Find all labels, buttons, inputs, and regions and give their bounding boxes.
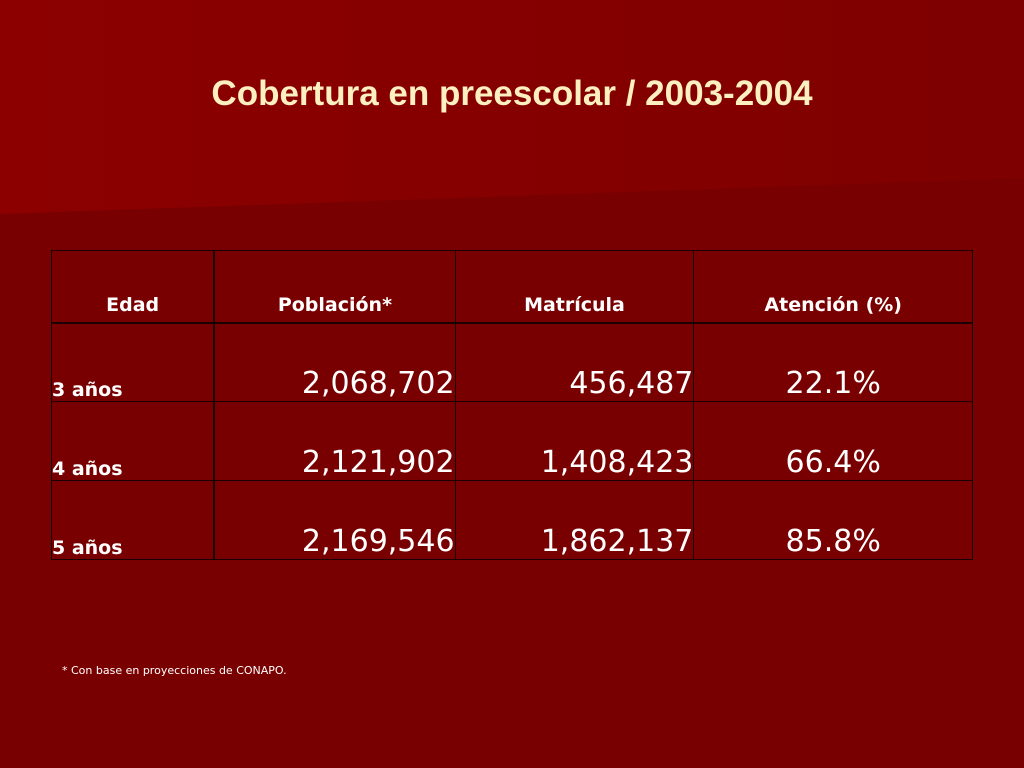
header-band — [0, 0, 1024, 214]
cell-matricula: 456,487 — [454, 322, 695, 402]
table-row: 4 años 2,121,902 1,408,423 66.4% — [51, 401, 973, 481]
cell-atencion: 85.8% — [693, 480, 973, 560]
header-edad: Edad — [51, 250, 216, 323]
header-atencion: Atención (%) — [693, 250, 973, 323]
cell-poblacion: 2,068,702 — [213, 322, 456, 402]
table-header-row: Edad Población* Matrícula Atención (%) — [51, 250, 973, 323]
cell-poblacion: 2,169,546 — [213, 480, 456, 560]
coverage-table: Edad Población* Matrícula Atención (%) 3… — [51, 250, 973, 560]
cell-atencion: 22.1% — [693, 322, 973, 402]
slide-title: Cobertura en preescolar / 2003-2004 — [211, 74, 813, 113]
cell-matricula: 1,408,423 — [454, 401, 695, 481]
table-row: 3 años 2,068,702 456,487 22.1% — [51, 322, 973, 402]
cell-poblacion: 2,121,902 — [213, 401, 456, 481]
cell-edad: 3 años — [51, 322, 216, 402]
footnote: * Con base en proyecciones de CONAPO. — [62, 664, 287, 677]
cell-atencion: 66.4% — [693, 401, 973, 481]
header-poblacion: Población* — [213, 250, 456, 323]
table-row: 5 años 2,169,546 1,862,137 85.8% — [51, 480, 973, 560]
header-matricula: Matrícula — [454, 250, 695, 323]
cell-edad: 5 años — [51, 480, 216, 560]
cell-edad: 4 años — [51, 401, 216, 481]
cell-matricula: 1,862,137 — [454, 480, 695, 560]
